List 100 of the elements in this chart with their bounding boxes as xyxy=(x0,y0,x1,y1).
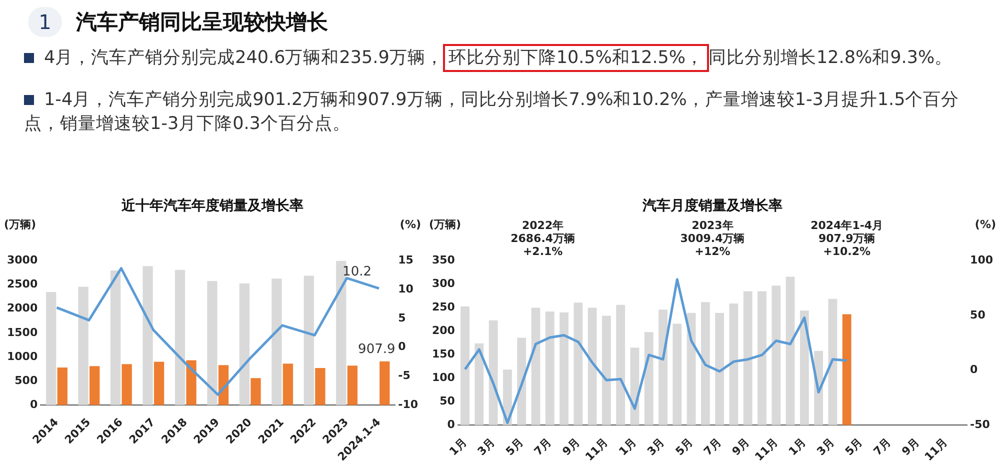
bar xyxy=(658,310,668,426)
bar xyxy=(174,270,186,406)
number-badge: 1 xyxy=(28,7,62,37)
bar xyxy=(700,302,710,426)
x-tick-label: 11月 xyxy=(922,436,950,464)
bar xyxy=(207,280,218,406)
bar xyxy=(90,366,100,406)
x-tick-label: 5月 xyxy=(503,436,526,458)
bar xyxy=(531,308,540,426)
y-tick-label: 3000 xyxy=(6,254,38,267)
y2-tick-label: 0 xyxy=(970,363,978,376)
y2-tick-label: 10 xyxy=(398,282,414,296)
bar xyxy=(46,292,56,406)
x-tick-label: 7月 xyxy=(871,436,894,458)
x-tick-label: 7月 xyxy=(701,436,724,458)
text: 汽车产销同比呈现较快增长 xyxy=(76,9,328,36)
y-tick-label: 500 xyxy=(14,374,38,387)
bar xyxy=(786,276,795,426)
y-axis-title: (万辆) xyxy=(429,218,462,232)
bar xyxy=(715,312,724,426)
y2-tick-label: 15 xyxy=(398,254,414,267)
bar xyxy=(574,302,583,426)
bar xyxy=(517,338,526,426)
y-tick-label: 100 xyxy=(432,370,456,384)
bar xyxy=(315,368,326,406)
bar xyxy=(78,286,88,406)
bar xyxy=(800,310,809,426)
bar xyxy=(142,266,153,406)
bar xyxy=(304,276,314,406)
bar xyxy=(474,343,484,426)
x-tick-label: 11月 xyxy=(752,436,780,464)
bar xyxy=(250,378,261,406)
bar xyxy=(186,360,196,406)
x-tick-label: 9月 xyxy=(730,436,752,458)
bar xyxy=(488,320,498,426)
x-tick-label: 7月 xyxy=(532,436,554,458)
y-tick-label: 1500 xyxy=(6,326,38,339)
y2-tick-label: -10 xyxy=(398,398,418,411)
bar xyxy=(154,362,164,406)
bar xyxy=(616,304,626,426)
outline-box: 环比分别下降10.5%和12.5%， xyxy=(443,44,709,72)
bar xyxy=(545,311,554,426)
x-tick-label: 9月 xyxy=(899,436,922,458)
x-tick-label: 1月 xyxy=(446,436,470,458)
bar xyxy=(239,283,250,406)
bar xyxy=(57,368,68,406)
x-tick-label: 1月 xyxy=(616,436,639,458)
y2-axis-title: (%) xyxy=(974,218,996,232)
text: 2023年 3009.4万辆 +12% xyxy=(680,219,745,258)
x-tick-label: 3月 xyxy=(814,436,837,458)
x-tick-label: 11月 xyxy=(582,436,611,464)
x-tick-label: 9月 xyxy=(560,436,582,458)
bar xyxy=(380,361,390,406)
y2-tick-label: 50 xyxy=(970,308,986,322)
x-tick-label: 5月 xyxy=(673,436,696,458)
text: 1-4月，汽车产销分别完成901.2万辆和907.9万辆，同比分别增长7.9%和10.2%，产量增速较1-3月提升1.5个百分点，销量增速较1-3月下降0.3个百分点。 xyxy=(24,90,960,134)
x-tick-label: 5月 xyxy=(842,436,866,458)
y-tick-label: 150 xyxy=(432,348,456,361)
text: 同比分别增长12.8%和9.3%。 xyxy=(708,48,953,68)
bar xyxy=(828,298,838,426)
chart-title: 近十年汽车年度销量及增长率 xyxy=(120,197,304,214)
x-tick-label: 3月 xyxy=(644,436,668,458)
bar xyxy=(602,316,611,426)
y2-tick-label: 0 xyxy=(398,340,406,354)
y-tick-label: 50 xyxy=(440,394,456,408)
bar xyxy=(672,324,682,426)
bar xyxy=(460,306,470,426)
y-tick-label: 250 xyxy=(432,300,456,314)
bar xyxy=(272,278,282,406)
bar xyxy=(758,291,766,426)
bar xyxy=(729,304,738,426)
x-tick-label: 3月 xyxy=(475,436,498,458)
y2-axis-title: (%) xyxy=(400,218,421,232)
y2-tick-label: -50 xyxy=(970,418,990,431)
y-tick-label: 200 xyxy=(432,324,456,338)
bar xyxy=(282,364,294,406)
y-tick-label: 2000 xyxy=(6,302,38,315)
data-label: 907.9 xyxy=(358,342,396,358)
bar xyxy=(842,314,852,426)
y2-tick-label: 5 xyxy=(398,311,406,324)
x-tick-label: 1月 xyxy=(786,436,809,458)
bar xyxy=(644,332,654,426)
bar xyxy=(560,312,568,426)
y-tick-label: 0 xyxy=(30,398,38,411)
y-tick-label: 1000 xyxy=(6,350,38,363)
y-tick-label: 350 xyxy=(432,254,456,267)
y-tick-label: 300 xyxy=(432,277,456,290)
text: 4月，汽车产销分别完成240.6万辆和235.9万辆， xyxy=(44,48,444,68)
text: 2022年 2686.4万辆 +2.1% xyxy=(510,219,576,258)
bar xyxy=(347,366,358,406)
chart-title: 汽车月度销量及增长率 xyxy=(642,197,782,214)
y2-tick-label: -5 xyxy=(398,369,410,382)
y-axis-title: (万辆) xyxy=(4,218,36,232)
y-tick-label: 2500 xyxy=(6,278,38,291)
text: 2024年1-4月 907.9万辆 +10.2% xyxy=(810,219,884,258)
bar xyxy=(110,270,121,406)
bar xyxy=(743,291,752,426)
y-tick-label: 0 xyxy=(447,418,456,431)
bar xyxy=(122,364,132,406)
y2-tick-label: 100 xyxy=(970,254,994,267)
